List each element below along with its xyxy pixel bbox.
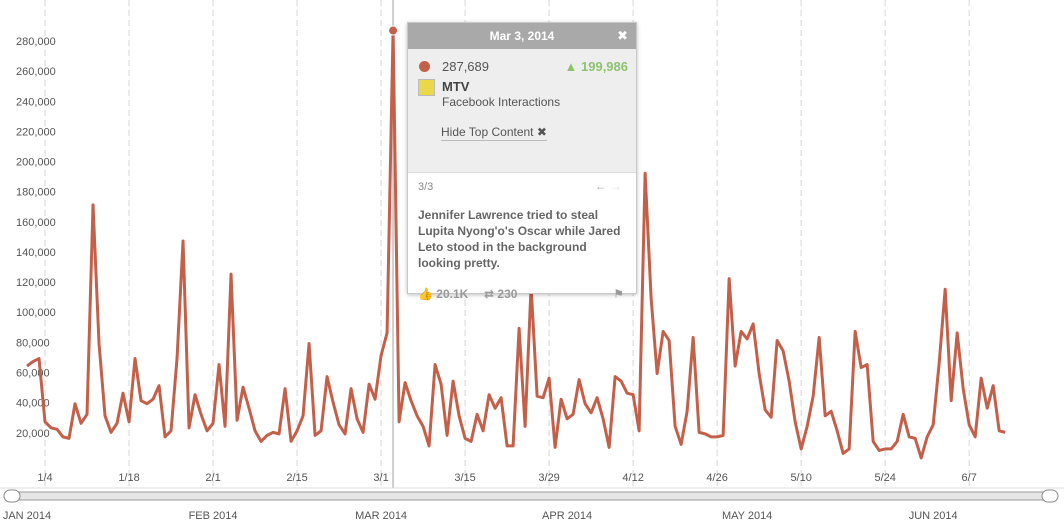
y-tick-label: 200,000 bbox=[16, 157, 56, 169]
navigator-label: FEB 2014 bbox=[189, 510, 238, 522]
y-tick-label: 280,000 bbox=[16, 36, 56, 48]
y-tick-label: 160,000 bbox=[16, 217, 56, 229]
x-tick-label: 3/29 bbox=[538, 472, 559, 484]
likes-count: 20.1K bbox=[436, 287, 469, 301]
y-tick-label: 80,000 bbox=[16, 337, 50, 349]
navigator-label: APR 2014 bbox=[542, 510, 592, 522]
close-button[interactable]: ✖ bbox=[617, 28, 628, 43]
y-tick-label: 60,000 bbox=[16, 368, 50, 380]
source-avatar bbox=[418, 79, 435, 96]
navigator-bar[interactable] bbox=[3, 491, 1059, 501]
highlight-point bbox=[388, 25, 399, 36]
metric-name: Facebook Interactions bbox=[442, 95, 561, 109]
navigator-handle[interactable] bbox=[3, 489, 21, 503]
x-tick-label: 3/15 bbox=[454, 472, 475, 484]
toggle-label[interactable]: Hide Top Content bbox=[441, 125, 534, 139]
y-tick-label: 140,000 bbox=[16, 247, 56, 259]
navigator-handle[interactable] bbox=[1041, 489, 1059, 503]
tooltip-summary: 287,689 ▲ 199,986 MTV Facebook Interacti… bbox=[408, 49, 636, 173]
shares: ⇄ 230 bbox=[484, 287, 518, 301]
flag-icon[interactable]: ⚑ bbox=[613, 287, 624, 301]
y-tick-label: 120,000 bbox=[16, 277, 56, 289]
x-tick-label: 4/12 bbox=[622, 472, 643, 484]
series-line bbox=[26, 29, 1006, 460]
tooltip-date: Mar 3, 2014 bbox=[489, 29, 555, 43]
headline: Jennifer Lawrence tried to steal Lupita … bbox=[418, 208, 621, 270]
y-tick-label: 40,000 bbox=[16, 398, 50, 410]
y-tick-label: 180,000 bbox=[16, 187, 56, 199]
x-tick-label: 5/24 bbox=[874, 472, 895, 484]
x-tick-label: 6/7 bbox=[962, 472, 977, 484]
shares-count: 230 bbox=[497, 287, 518, 301]
y-tick-label: 20,000 bbox=[16, 428, 50, 440]
x-tick-label: 3/1 bbox=[373, 472, 388, 484]
series-dot bbox=[419, 61, 430, 72]
x-tick-label: 1/18 bbox=[118, 472, 139, 484]
source-name: MTV bbox=[442, 79, 470, 94]
navigator-label: MAY 2014 bbox=[722, 510, 772, 522]
x-tick-label: 1/4 bbox=[37, 472, 52, 484]
y-tick-label: 240,000 bbox=[16, 96, 56, 108]
x-tick-label: 5/10 bbox=[790, 472, 811, 484]
x-tick-label: 2/1 bbox=[205, 472, 220, 484]
grid bbox=[44, 0, 970, 488]
navigator-label: MAR 2014 bbox=[355, 510, 407, 522]
tooltip-value: 287,689 bbox=[442, 59, 489, 74]
navigator-label: JUN 2014 bbox=[909, 510, 958, 522]
tooltip-header: Mar 3, 2014 ✖ bbox=[408, 23, 636, 49]
tooltip: Mar 3, 2014 ✖ 287,689 ▲ 199,986 MTV Faceb… bbox=[407, 22, 637, 301]
hide-top-content[interactable]: Hide Top Content ✖ bbox=[441, 125, 547, 141]
y-tick-label: 100,000 bbox=[16, 307, 56, 319]
x-tick-label: 2/15 bbox=[286, 472, 307, 484]
page-indicator: 3/3 bbox=[418, 181, 434, 193]
y-tick-label: 220,000 bbox=[16, 126, 56, 138]
change-value: 199,986 bbox=[581, 59, 628, 74]
x-tick-label: 4/26 bbox=[706, 472, 727, 484]
tooltip-change: ▲ 199,986 bbox=[564, 59, 628, 74]
y-tick-label: 260,000 bbox=[16, 66, 56, 78]
pager-arrows[interactable]: ← → bbox=[594, 179, 622, 193]
navigator-label: JAN 2014 bbox=[3, 510, 51, 522]
likes: 👍 20.1K bbox=[418, 287, 469, 301]
tooltip-content: 3/3 ← → Jennifer Lawrence tried to steal… bbox=[408, 173, 636, 301]
